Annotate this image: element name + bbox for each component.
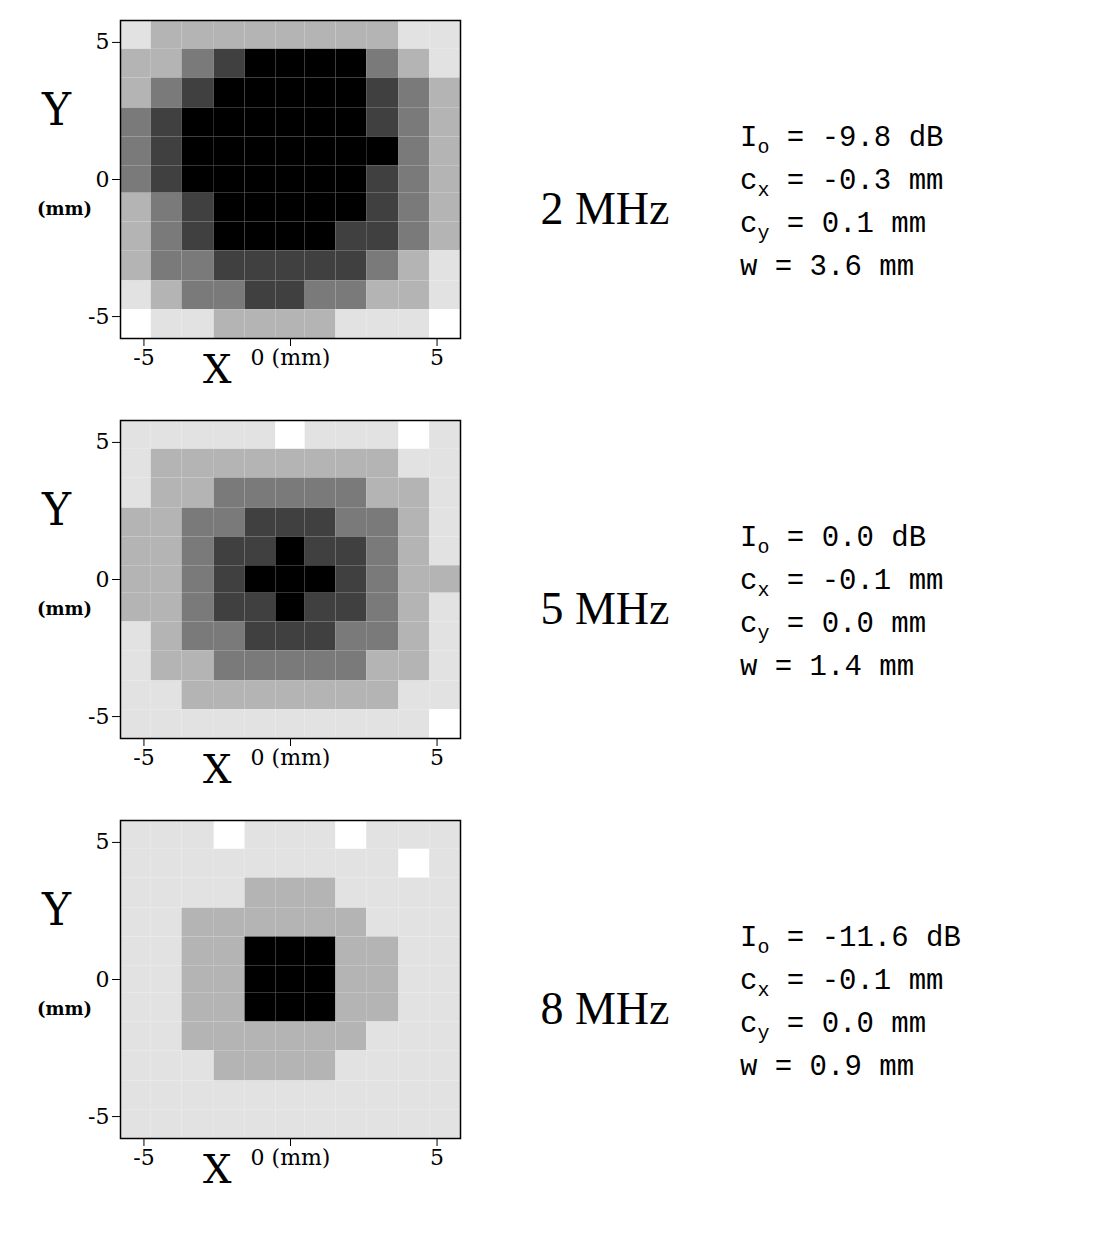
html-text:Io= -9.8 dB: Io= -9.8 dB	[740, 122, 944, 160]
html-text:5 MHz: 5 MHz	[540, 582, 670, 634]
html-text:w = 3.6 mm: w = 3.6 mm	[740, 250, 914, 284]
svg-text:X: X	[203, 1146, 232, 1192]
svg-text:5: 5	[96, 829, 110, 854]
svg-text:-5: -5	[88, 304, 109, 329]
svg-text:X: X	[203, 346, 232, 392]
svg-text:Y: Y	[41, 484, 72, 535]
svg-text:X: X	[203, 746, 232, 792]
html-text:cx= -0.1 mm: cx= -0.1 mm	[740, 965, 944, 1002]
svg-text:5: 5	[430, 1145, 444, 1170]
html-text:cy= 0.1 mm: cy= 0.1 mm	[740, 208, 927, 245]
svg-text:Y: Y	[41, 884, 72, 935]
svg-text:-5: -5	[88, 704, 109, 729]
svg-text:5: 5	[430, 345, 444, 370]
svg-text:5: 5	[430, 745, 444, 770]
svg-text:Y: Y	[41, 84, 72, 135]
html-text:Io= -11.6 dB: Io= -11.6 dB	[740, 922, 961, 960]
svg-text:-5: -5	[88, 1104, 109, 1129]
html-text:cx= -0.1 mm: cx= -0.1 mm	[740, 565, 944, 602]
svg-text:0: 0	[96, 967, 110, 992]
html-text:w = 0.9 mm: w = 0.9 mm	[740, 1050, 914, 1084]
html-text:2 MHz: 2 MHz	[540, 182, 670, 234]
svg-text:-5: -5	[133, 745, 154, 770]
svg-text:0 (mm): 0 (mm)	[251, 1145, 331, 1170]
html-text:w = 1.4 mm: w = 1.4 mm	[740, 650, 914, 684]
html-text:cx= -0.3 mm: cx= -0.3 mm	[740, 165, 944, 202]
html-text:cy= 0.0 mm: cy= 0.0 mm	[740, 1008, 927, 1045]
svg-text:(mm): (mm)	[37, 598, 92, 619]
html-text:8 MHz: 8 MHz	[540, 982, 670, 1034]
svg-text:(mm): (mm)	[37, 998, 92, 1019]
html-text:Io= 0.0 dB: Io= 0.0 dB	[740, 522, 927, 560]
svg-text:(mm): (mm)	[37, 198, 92, 219]
svg-text:5: 5	[96, 29, 110, 54]
svg-text:0: 0	[96, 167, 110, 192]
svg-text:0 (mm): 0 (mm)	[251, 345, 331, 370]
svg-text:5: 5	[96, 429, 110, 454]
html-text:cy= 0.0 mm: cy= 0.0 mm	[740, 608, 927, 645]
svg-text:-5: -5	[133, 1145, 154, 1170]
svg-text:0 (mm): 0 (mm)	[251, 745, 331, 770]
svg-text:0: 0	[96, 567, 110, 592]
svg-text:-5: -5	[133, 345, 154, 370]
